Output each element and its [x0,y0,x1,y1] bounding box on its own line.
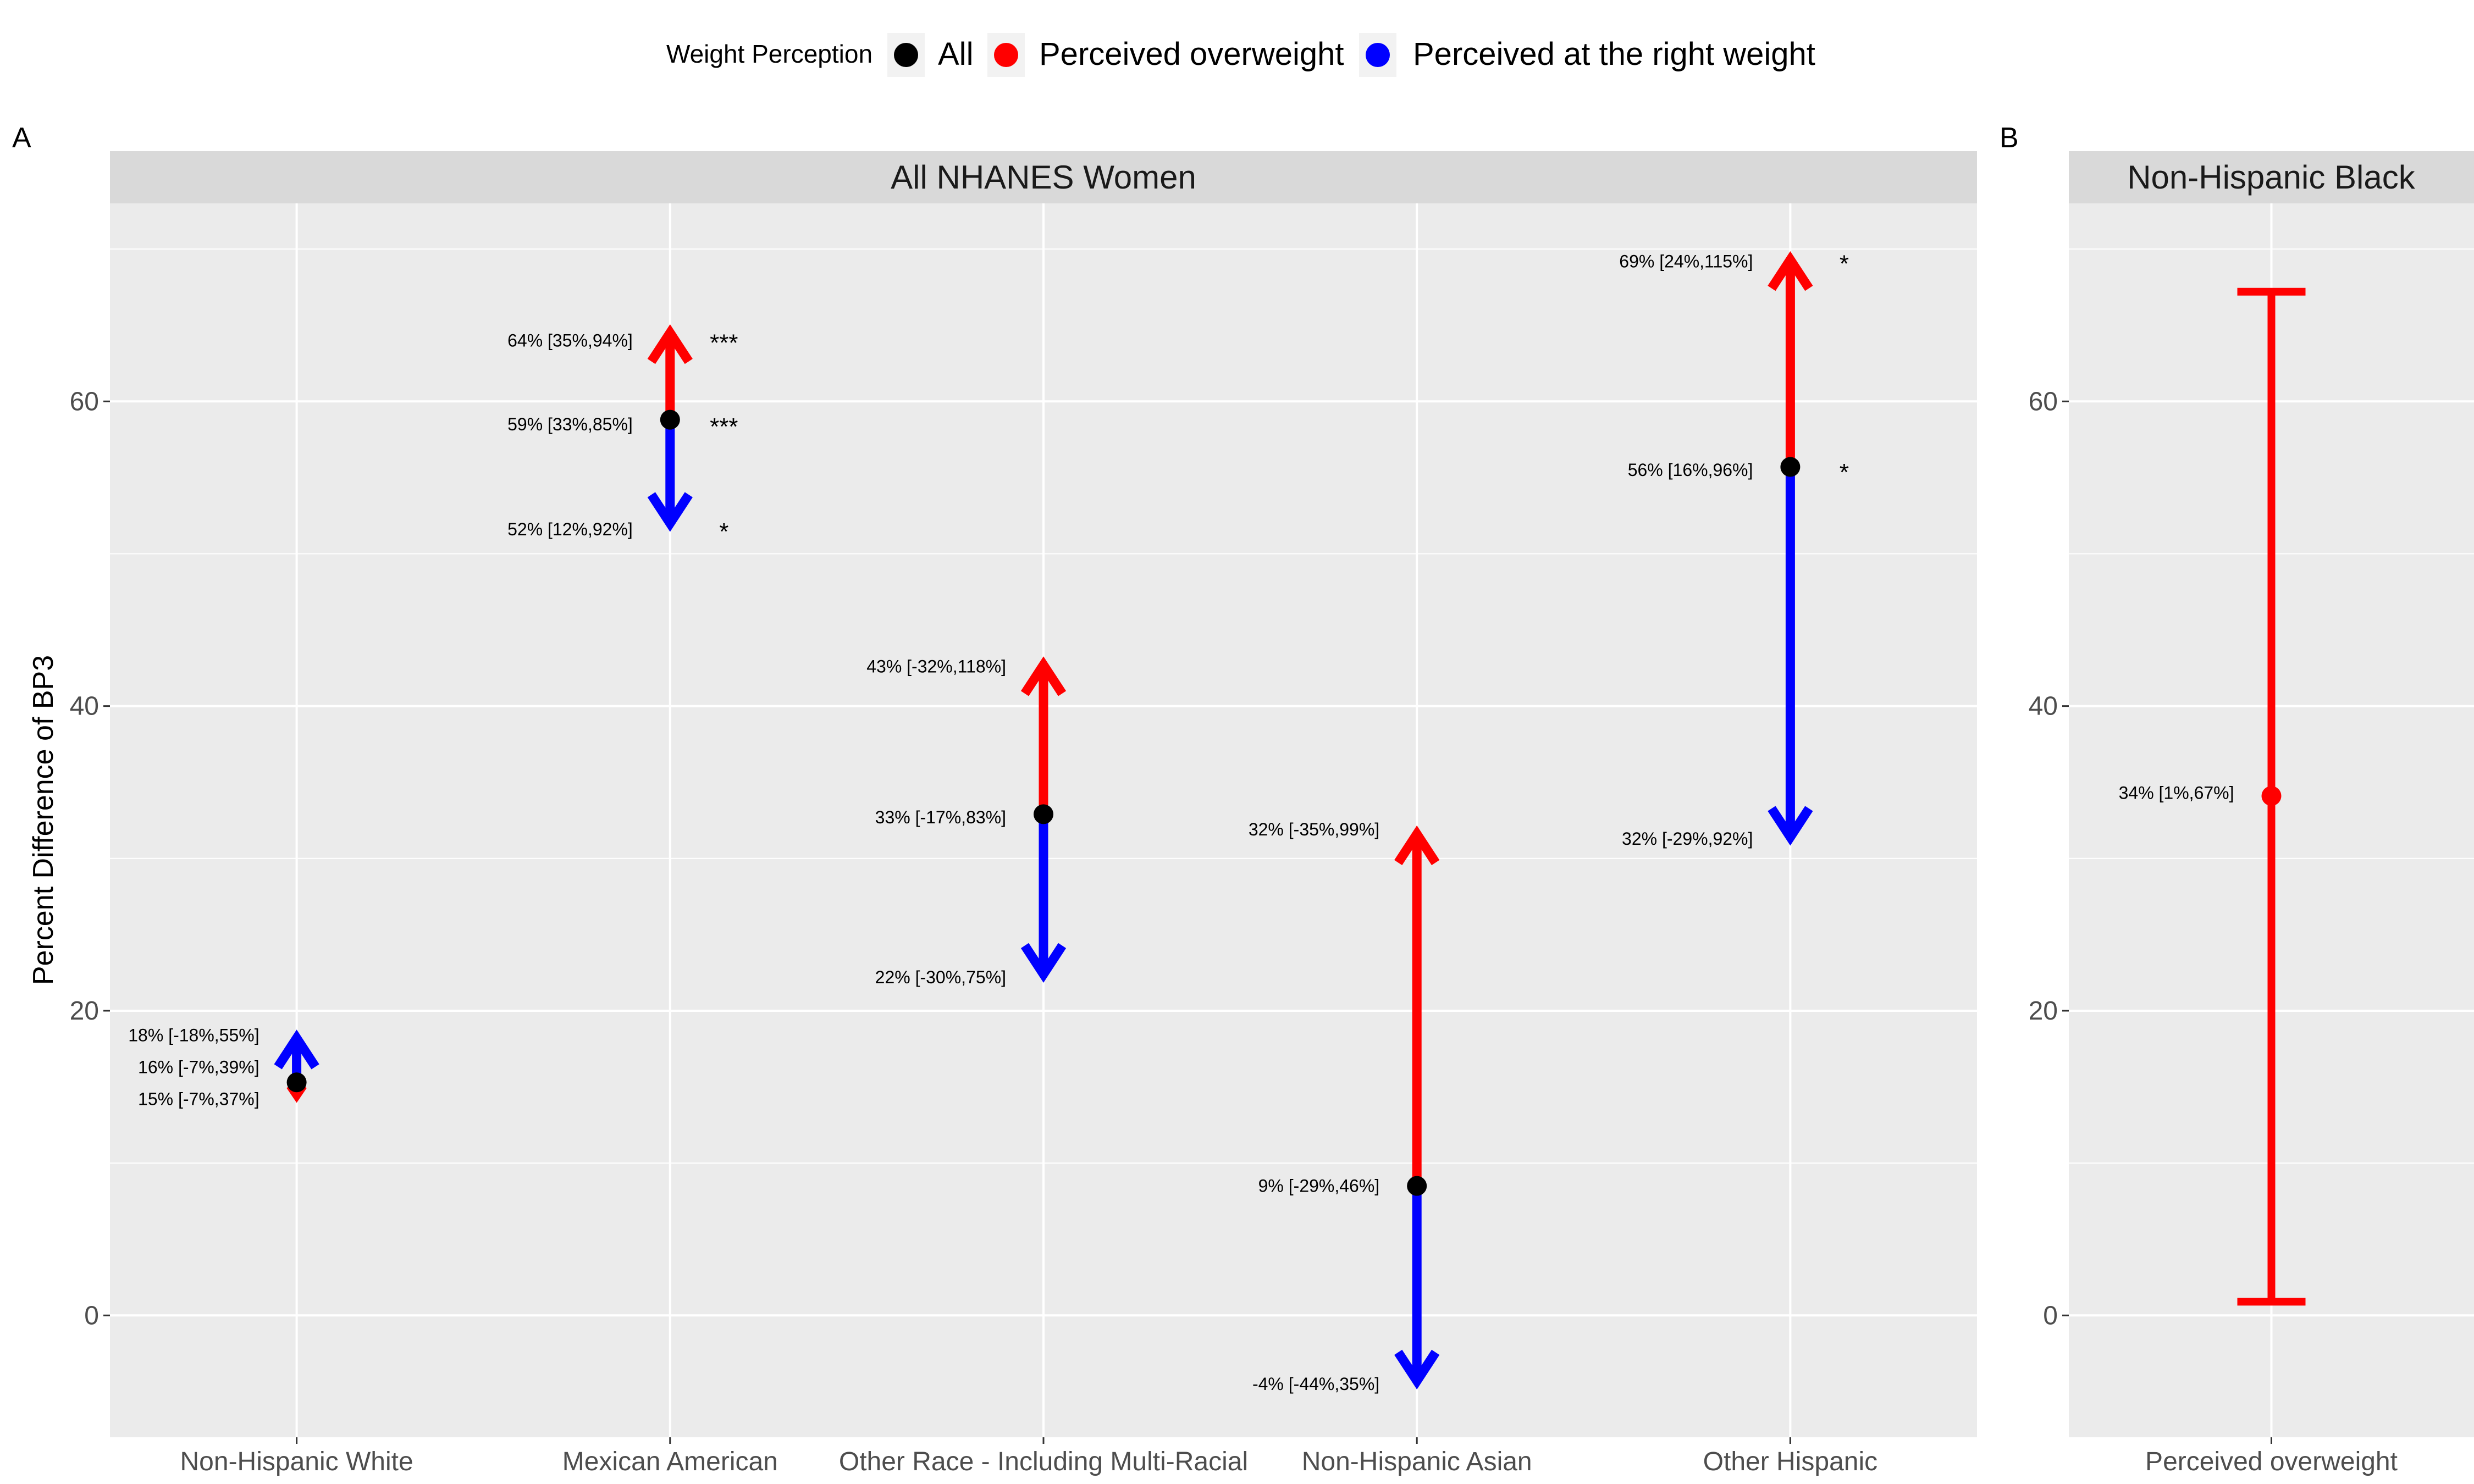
point-all-other-hispanic [1780,457,1801,477]
y-axis-a: 0 20 40 60 [70,387,110,1330]
strip-b-title: Non-Hispanic Black [2127,159,2416,196]
legend-title: Weight Perception [666,40,872,68]
point-perceived-overweight [2261,786,2282,806]
y-axis-b: 0 20 40 60 [2029,387,2069,1330]
point-all-mexican-american [660,409,680,430]
significance-marker: * [719,518,728,545]
arrow-overweight-other-race-including-multi-racial-head [1020,656,1067,696]
legend-key-overweight [994,43,1018,67]
y-tick-label-b: 20 [2029,996,2058,1026]
y-tick-label-b: 0 [2043,1301,2058,1330]
significance-marker: * [1840,250,1849,277]
significance-marker: *** [710,413,738,440]
annotation-label: 15% [-7%,37%] [138,1089,259,1109]
point-all-other-race-including-multi-racial [1034,804,1053,824]
annotation-label: 9% [-29%,46%] [1258,1176,1380,1196]
x-tick-label-perceived-overweight: Perceived overweight [2145,1447,2398,1476]
marks-a [274,251,1813,1389]
annotations-b: 34% [1%,67%] [2119,783,2234,803]
x-tick-label-other-race-including-multi-racial: Other Race - Including Multi-Racial [839,1447,1248,1476]
annotation-label: -4% [-44%,35%] [1252,1374,1379,1394]
legend-key-all [894,43,918,67]
annotation-label: 69% [24%,115%] [1619,251,1753,271]
panel-tag-b: B [2000,122,2019,154]
panel-a: All NHANES Women 18% [-18%,55%] 16% [-7%,… [27,151,1977,1476]
annotation-label: 32% [-29%,92%] [1622,829,1753,849]
strip-a-title: All NHANES Women [891,159,1196,196]
x-tick-label-non-hispanic-white: Non-Hispanic White [180,1447,413,1476]
legend-label-overweight: Perceived overweight [1039,36,1344,72]
x-tick-label-non-hispanic-asian: Non-Hispanic Asian [1302,1447,1532,1476]
annotation-label: 18% [-18%,55%] [128,1025,259,1045]
panel-tag-a: A [12,122,31,154]
arrow-right-weight-non-hispanic-asian-head [1394,1349,1440,1389]
arrow-overweight-mexican-american-head [647,324,693,364]
arrow-overweight-other-hispanic-head [1768,251,1813,291]
annotation-label: 22% [-30%,75%] [875,967,1006,987]
annotation-label: 59% [33%,85%] [507,414,633,434]
y-tick-label-a: 60 [70,387,99,416]
annotation-label: 34% [1%,67%] [2119,783,2234,803]
x-tick-label-mexican-american: Mexican American [562,1447,778,1476]
legend-label-right-weight: Perceived at the right weight [1413,36,1815,72]
grid-a [110,203,1977,1437]
arrow-overweight-non-hispanic-asian-head [1394,825,1440,866]
legend-key-right-weight [1366,43,1390,67]
annotation-label: 32% [-35%,99%] [1249,819,1379,839]
arrow-right-weight-mexican-american-head [647,492,693,532]
arrow-right-weight-non-hispanic-white-head [274,1029,319,1070]
x-axis-a: Non-Hispanic White Mexican American Other … [180,1437,1877,1476]
annotation-label: 43% [-32%,118%] [866,657,1006,677]
strip-a [110,151,1977,203]
point-all-non-hispanic-white [286,1072,307,1093]
annotation-label: 33% [-17%,83%] [875,807,1006,827]
legend-label-all: All [938,36,973,72]
significance-marker: * [1840,459,1849,486]
panel-b: Non-Hispanic Black 34% [1%,67%] 0204060 … [2029,151,2474,1476]
y-axis-label: Percent Difference of BP3 [27,655,59,985]
x-axis-b: Perceived overweight [2145,1437,2398,1476]
x-tick-label-other-hispanic: Other Hispanic [1703,1447,1877,1476]
annotations-a: 18% [-18%,55%] 16% [-7%,39%] 15% [-7%,37%]… [128,250,1849,1394]
strip-b [2069,151,2474,203]
annotation-label: 16% [-7%,39%] [138,1057,259,1077]
legend: Weight Perception All Perceived overweig… [666,33,1815,77]
y-tick-label-b: 40 [2029,692,2058,721]
point-all-non-hispanic-asian [1407,1176,1427,1196]
annotation-label: 56% [16%,96%] [1628,460,1753,480]
significance-marker: *** [710,329,738,356]
marks-b [2237,287,2306,1306]
y-tick-label-a: 20 [70,996,99,1026]
arrow-right-weight-other-race-including-multi-racial-head [1020,943,1067,983]
annotation-label: 64% [35%,94%] [507,330,633,350]
y-tick-label-a: 0 [84,1301,99,1330]
arrow-right-weight-other-hispanic-head [1768,806,1813,846]
annotation-label: 52% [12%,92%] [507,519,633,539]
y-tick-label-b: 60 [2029,387,2058,416]
y-tick-label-a: 40 [70,692,99,721]
